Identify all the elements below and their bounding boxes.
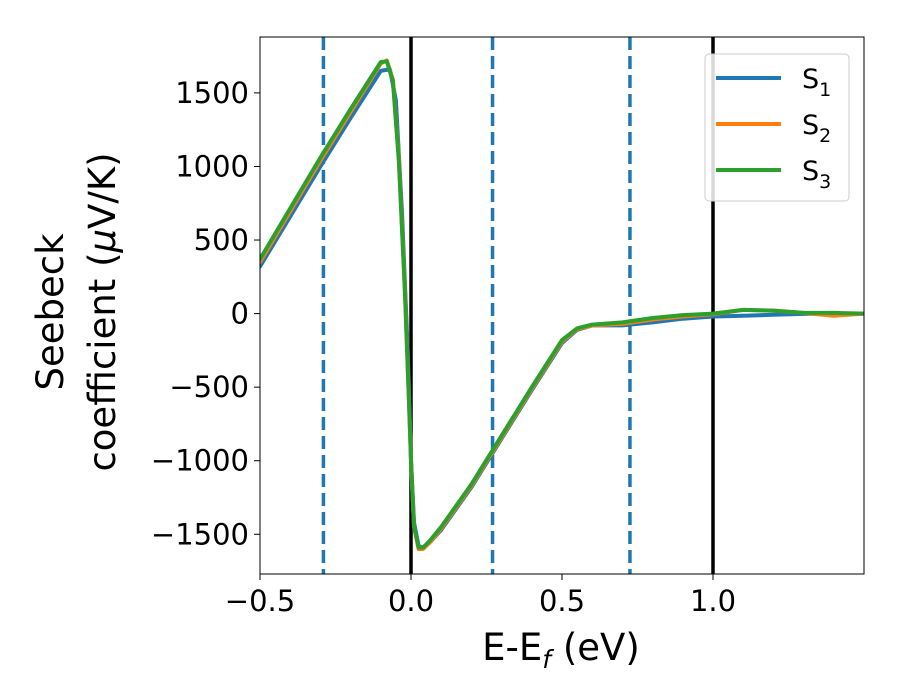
y-axis-label-line1: Seebeck	[29, 233, 72, 391]
y-tick-label-0: 1500	[175, 76, 249, 110]
y-tick-label-5: −1000	[151, 444, 249, 478]
y-tick-label-1: 1000	[175, 149, 249, 183]
x-tick-label-2: 0.5	[539, 584, 585, 618]
legend: S1 S2 S3	[704, 53, 850, 202]
series-line-3	[260, 59, 864, 550]
legend-label-1: S1	[802, 64, 831, 101]
y-axis-label-line2: coefficient (μV/K)	[81, 152, 124, 471]
legend-box	[704, 53, 850, 202]
y-tick-label-2: 500	[194, 223, 249, 257]
axis-ticks: −0.5 0.0 0.5 1.0 1500 1000 500 0 −500 −1000 −1500	[151, 76, 736, 618]
y-tick-label-6: −1500	[151, 517, 249, 551]
y-axis-label: Seebeck coefficient (μV/K)	[29, 152, 124, 471]
x-tick-label-0: −0.5	[225, 584, 295, 618]
x-tick-label-3: 1.0	[690, 584, 736, 618]
x-axis-label: E-Ef (eV)	[482, 626, 640, 674]
y-tick-label-4: −500	[169, 370, 249, 404]
x-tick-label-1: 0.0	[388, 584, 434, 618]
legend-label-3: S3	[802, 156, 831, 193]
y-tick-label-3: 0	[231, 297, 249, 331]
legend-label-2: S2	[802, 110, 831, 147]
